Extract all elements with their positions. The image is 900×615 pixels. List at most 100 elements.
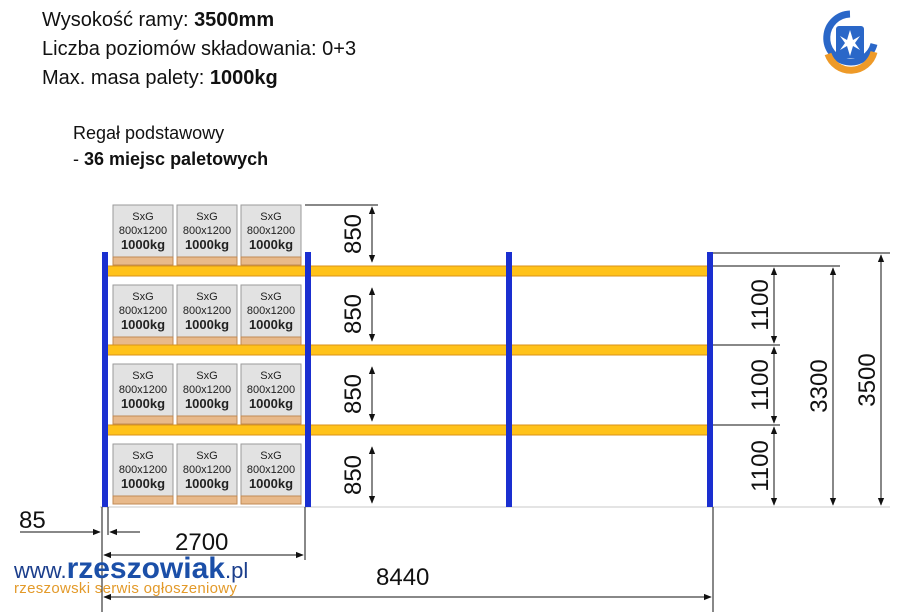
pallet-box <box>176 363 238 417</box>
spec-frame-height: Wysokość ramy: 3500mm <box>42 8 274 32</box>
pallet-base <box>112 256 174 266</box>
pallet-size-text: 800x1200 <box>183 225 231 237</box>
spec-levels-value: 0+3 <box>322 38 357 60</box>
pallet-box <box>240 284 302 338</box>
pallet-box <box>112 443 174 497</box>
pallet-box <box>112 363 174 417</box>
dim-beam-spacing-2: 1100 <box>747 359 774 411</box>
pallet-weight-text: 1000kg <box>185 317 229 332</box>
pallet-type-text: SxG <box>260 450 281 462</box>
dim-level-height-3: 850 <box>340 294 367 334</box>
pallet-box <box>176 284 238 338</box>
pallet-type-text: SxG <box>196 370 217 382</box>
pallet-base <box>112 415 174 425</box>
pallet-type-text: SxG <box>132 211 153 223</box>
pallet-type-text: SxG <box>132 370 153 382</box>
pallet-weight-text: 1000kg <box>121 237 165 252</box>
pallet-weight-text: 1000kg <box>249 396 293 411</box>
watermark-brand: rzeszowiak <box>66 552 225 585</box>
pallet-box <box>176 443 238 497</box>
pallet-size-text: 800x1200 <box>247 305 295 317</box>
watermark-tagline: rzeszowski serwis ogłoszeniowy <box>14 580 238 597</box>
pallet-size-text: 800x1200 <box>119 384 167 396</box>
beam-level-1 <box>105 424 711 436</box>
pallet-type-text: SxG <box>196 450 217 462</box>
pallet-base <box>176 415 238 425</box>
dim-total-height: 3500 <box>854 353 881 406</box>
pallet-box <box>176 204 238 258</box>
uprights <box>102 252 713 507</box>
pallet-size-text: 800x1200 <box>183 384 231 396</box>
dim-bay-width: 2700 <box>175 529 228 556</box>
pallet-weight-text: 1000kg <box>249 476 293 491</box>
pallet-base <box>240 415 302 425</box>
spec-mass-value: 1000kg <box>209 67 278 89</box>
pallet-weight-text: 1000kg <box>185 237 229 252</box>
upright-3 <box>506 252 512 507</box>
pallet-size-text: 800x1200 <box>183 464 231 476</box>
dim-total-width: 8440 <box>376 564 429 591</box>
pallet-type-text: SxG <box>260 211 281 223</box>
upright-1 <box>102 252 108 507</box>
pallet-weight-text: 1000kg <box>185 476 229 491</box>
brand-logo-icon <box>823 10 878 74</box>
pallet-weight-text: 1000kg <box>249 237 293 252</box>
pallet-size-text: 800x1200 <box>119 225 167 237</box>
pallet-weight-text: 1000kg <box>185 396 229 411</box>
pallet-size-text: 800x1200 <box>247 464 295 476</box>
pallet-base <box>176 336 238 346</box>
pallet-type-text: SxG <box>196 211 217 223</box>
pallet-base <box>112 495 174 505</box>
pallet-base <box>176 495 238 505</box>
pallet-base <box>240 495 302 505</box>
spec-storage-levels: Liczba poziomów składowania: 0+3 <box>42 37 356 61</box>
pallet-places-label: - 36 miejsc paletowych <box>73 149 268 170</box>
pallet-box <box>112 284 174 338</box>
watermark-prefix: www. <box>14 558 67 583</box>
watermark-url: www.rzeszowiak.pl <box>14 552 248 586</box>
dim-level-lines <box>20 204 890 612</box>
pallet-weight-text: 1000kg <box>121 317 165 332</box>
pallet-base <box>240 336 302 346</box>
pallet-base <box>176 256 238 266</box>
pallet-type-text: SxG <box>132 291 153 303</box>
upright-4 <box>707 252 713 507</box>
pallet-size-text: 800x1200 <box>119 305 167 317</box>
pallet-type-text: SxG <box>260 291 281 303</box>
pallet-type-text: SxG <box>196 291 217 303</box>
dim-beam-spacing-1: 1100 <box>747 440 774 492</box>
pallet-box <box>240 443 302 497</box>
beam-level-3 <box>105 265 711 277</box>
beams <box>105 265 711 436</box>
spec-mass-label: Max. masa palety: <box>42 67 210 89</box>
spec-levels-label: Liczba poziomów składowania: <box>42 38 323 60</box>
beam-level-2 <box>105 344 711 356</box>
pallet-type-text: SxG <box>260 370 281 382</box>
pallet-base <box>112 336 174 346</box>
pallet-places-prefix: - <box>73 149 84 169</box>
pallet-weight-text: 1000kg <box>249 317 293 332</box>
pallet-size-text: 800x1200 <box>247 225 295 237</box>
dim-clear-height: 3300 <box>806 359 833 412</box>
spec-height-value: 3500mm <box>194 9 275 31</box>
watermark-suffix: .pl <box>224 558 249 583</box>
spec-height-label: Wysokość ramy: <box>42 9 195 31</box>
pallet-size-text: 800x1200 <box>183 305 231 317</box>
pallet-base <box>240 256 302 266</box>
pallet-weight-text: 1000kg <box>121 476 165 491</box>
spec-max-pallet-mass: Max. masa palety: 1000kg <box>42 66 278 90</box>
pallet-weight-text: 1000kg <box>121 396 165 411</box>
